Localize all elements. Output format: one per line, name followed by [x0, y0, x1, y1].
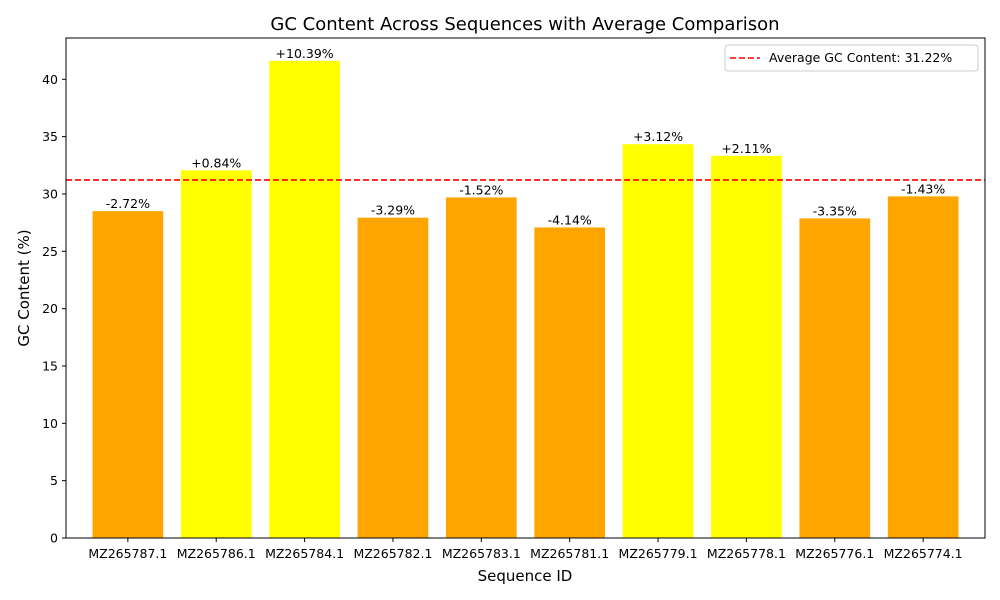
bar	[180, 170, 252, 538]
y-tick-label: 35	[42, 129, 58, 144]
plot-area: -2.72% MZ265787.1 +0.84% MZ265786.1 +10.39% M…	[42, 37, 986, 561]
x-tick-label: MZ265784.1	[265, 546, 344, 561]
x-tick-label: MZ265781.1	[530, 546, 609, 561]
y-tick-label: 5	[50, 473, 58, 488]
bar	[622, 144, 694, 538]
x-axis-title: Sequence ID	[478, 567, 573, 585]
bar	[269, 60, 340, 538]
bar	[445, 197, 517, 538]
bar-data-label: +3.12%	[633, 129, 683, 144]
bar	[799, 218, 871, 539]
bar-data-label: -1.52%	[459, 182, 503, 197]
x-tick-label: MZ265774.1	[884, 546, 963, 561]
y-tick-label: 10	[42, 416, 58, 431]
y-tick-label: 20	[42, 301, 58, 316]
x-tick-label: MZ265786.1	[177, 546, 256, 561]
chart-title: GC Content Across Sequences with Average…	[270, 14, 779, 35]
y-tick-label: 40	[42, 72, 58, 87]
legend: Average GC Content: 31.22%	[724, 44, 979, 72]
legend-frame	[724, 44, 979, 72]
x-tick-label: MZ265779.1	[619, 546, 698, 561]
x-tick-label: MZ265782.1	[353, 546, 432, 561]
y-tick-label: 0	[50, 531, 58, 546]
bar-data-label: -4.14%	[548, 212, 592, 227]
y-tick-label: 30	[42, 186, 58, 201]
bar	[534, 227, 606, 539]
y-tick-label: 25	[42, 244, 58, 259]
y-axis-title: GC Content (%)	[15, 229, 33, 346]
plot-frame	[65, 37, 986, 539]
bar-data-label: -3.29%	[371, 203, 415, 218]
legend-average-label: Average GC Content: 31.22%	[769, 50, 952, 65]
bar-data-label: -3.35%	[813, 203, 857, 218]
bar	[92, 211, 164, 538]
x-tick-label: MZ265783.1	[442, 546, 521, 561]
bar-data-label: +2.11%	[721, 141, 771, 156]
x-tick-label: MZ265776.1	[795, 546, 874, 561]
bar-data-label: -2.72%	[106, 196, 150, 211]
x-tick-label: MZ265778.1	[707, 546, 786, 561]
bar	[357, 217, 429, 538]
x-tick-label: MZ265787.1	[88, 546, 167, 561]
bar-data-label: +10.39%	[276, 46, 334, 61]
bar	[711, 155, 782, 539]
bar-data-label: +0.84%	[191, 155, 241, 170]
y-tick-label: 15	[42, 358, 58, 373]
bar	[887, 196, 959, 538]
bar-data-label: -1.43%	[901, 181, 945, 196]
